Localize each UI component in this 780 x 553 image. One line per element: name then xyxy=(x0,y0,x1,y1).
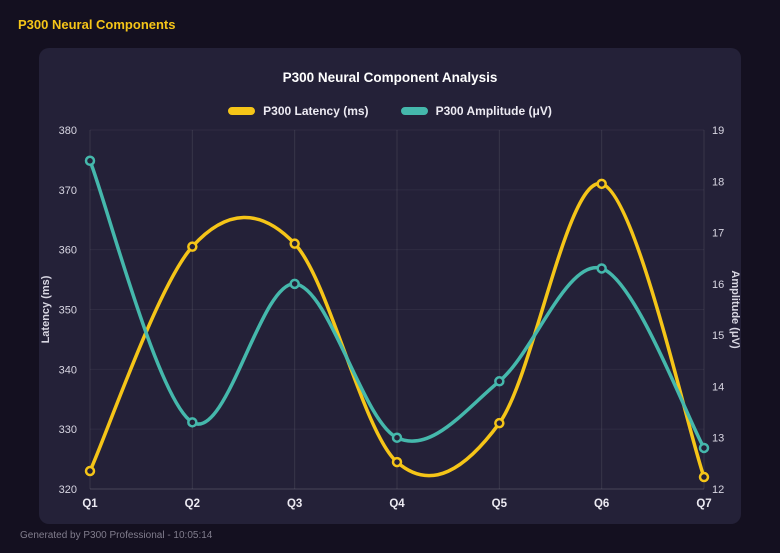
svg-text:350: 350 xyxy=(59,305,77,317)
series-point[interactable] xyxy=(391,432,403,443)
svg-text:360: 360 xyxy=(59,245,77,257)
y-axis-left-title: Latency (ms) xyxy=(40,275,52,343)
series-point[interactable] xyxy=(289,238,300,249)
series-point[interactable] xyxy=(391,456,403,468)
svg-text:340: 340 xyxy=(59,364,77,376)
series-point[interactable] xyxy=(698,442,710,454)
svg-text:16: 16 xyxy=(712,279,724,291)
svg-text:Q7: Q7 xyxy=(696,498,711,510)
chart-title: P300 Neural Component Analysis xyxy=(282,70,498,85)
series-point[interactable] xyxy=(187,417,198,428)
y-axis-right-title: Amplitude (μV) xyxy=(729,270,741,349)
chart-legend: P300 Latency (ms) P300 Amplitude (μV) xyxy=(39,104,741,118)
svg-text:17: 17 xyxy=(712,228,724,240)
chart-card: P300 Neural Component Analysis P300 Late… xyxy=(39,48,741,524)
svg-text:19: 19 xyxy=(712,125,724,137)
series-point[interactable] xyxy=(698,471,710,483)
legend-marker xyxy=(400,107,428,115)
svg-text:Q4: Q4 xyxy=(389,498,405,510)
svg-text:14: 14 xyxy=(712,381,724,393)
svg-text:Q6: Q6 xyxy=(594,498,609,510)
svg-text:370: 370 xyxy=(59,185,77,197)
svg-text:Q5: Q5 xyxy=(492,498,508,510)
grid-lines xyxy=(89,129,705,490)
svg-text:330: 330 xyxy=(59,424,77,436)
svg-text:320: 320 xyxy=(59,484,77,496)
series-point[interactable] xyxy=(289,278,300,290)
svg-text:13: 13 xyxy=(712,433,724,445)
series-point[interactable] xyxy=(494,417,505,429)
svg-text:12: 12 xyxy=(712,484,724,496)
svg-text:15: 15 xyxy=(712,330,724,342)
legend-item-0[interactable]: P300 Latency (ms) xyxy=(228,104,369,118)
series-point[interactable] xyxy=(596,178,607,190)
legend-item-1[interactable]: P300 Amplitude (μV) xyxy=(400,104,552,118)
svg-text:Q1: Q1 xyxy=(82,498,98,510)
series-point[interactable] xyxy=(187,241,198,252)
series-1 xyxy=(84,155,710,454)
series-point[interactable] xyxy=(494,376,505,387)
svg-text:Q2: Q2 xyxy=(185,498,200,510)
series-point[interactable] xyxy=(596,263,607,274)
series-point[interactable] xyxy=(84,155,96,167)
svg-text:380: 380 xyxy=(59,125,77,137)
legend-label: P300 Amplitude (μV) xyxy=(435,104,552,118)
page-title: P300 Neural Components xyxy=(18,17,176,32)
series-0 xyxy=(84,178,710,483)
legend-marker xyxy=(228,107,256,115)
footer-status: Generated by P300 Professional - 10:05:1… xyxy=(20,530,213,541)
series-point[interactable] xyxy=(84,465,96,477)
svg-text:Q3: Q3 xyxy=(287,498,302,510)
legend-label: P300 Latency (ms) xyxy=(263,104,369,118)
svg-text:18: 18 xyxy=(712,176,724,188)
